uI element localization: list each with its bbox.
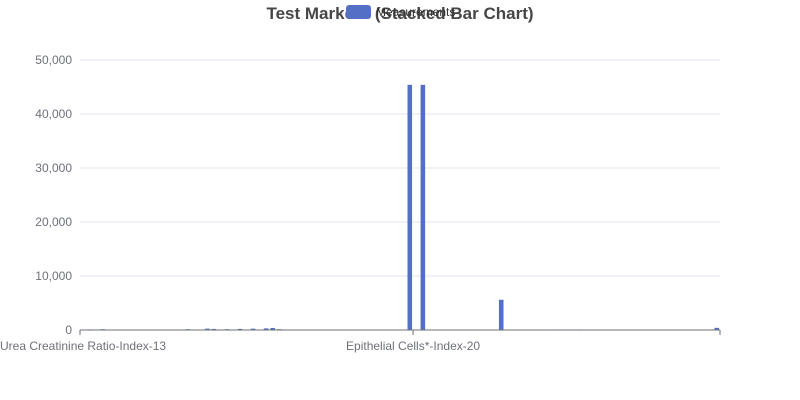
bar[interactable] (237, 328, 243, 330)
y-tick-label: 0 (65, 323, 72, 337)
bar[interactable] (263, 328, 269, 330)
y-tick-label: 50,000 (35, 53, 72, 67)
bar[interactable] (270, 327, 275, 330)
x-axis: Urea Creatinine Ratio-Index-13 Epithelial… (0, 329, 721, 353)
x-tick-label: Epithelial Cells*-Index-20 (346, 339, 480, 353)
y-gridlines (80, 59, 720, 277)
bar[interactable] (205, 328, 210, 330)
bar[interactable] (211, 328, 217, 330)
bar[interactable] (250, 328, 256, 330)
legend[interactable]: Measurements (346, 5, 455, 19)
legend-swatch[interactable] (346, 5, 371, 19)
x-tick-label: Urea Creatinine Ratio-Index-13 (0, 339, 166, 353)
bar[interactable] (407, 84, 413, 330)
legend-label[interactable]: Measurements (376, 5, 455, 19)
bar[interactable] (420, 84, 426, 330)
y-tick-label: 30,000 (35, 161, 72, 175)
y-tick-label: 20,000 (35, 215, 72, 229)
bar[interactable] (498, 299, 504, 330)
bar-series (80, 84, 720, 330)
y-tick-label: 10,000 (35, 269, 72, 283)
bar[interactable] (714, 327, 720, 330)
chart-title: Test Markers (Stacked Bar Chart) (266, 4, 533, 23)
y-tick-label: 40,000 (35, 107, 72, 121)
y-axis: 0 10,000 20,000 30,000 40,000 50,000 (35, 53, 72, 337)
